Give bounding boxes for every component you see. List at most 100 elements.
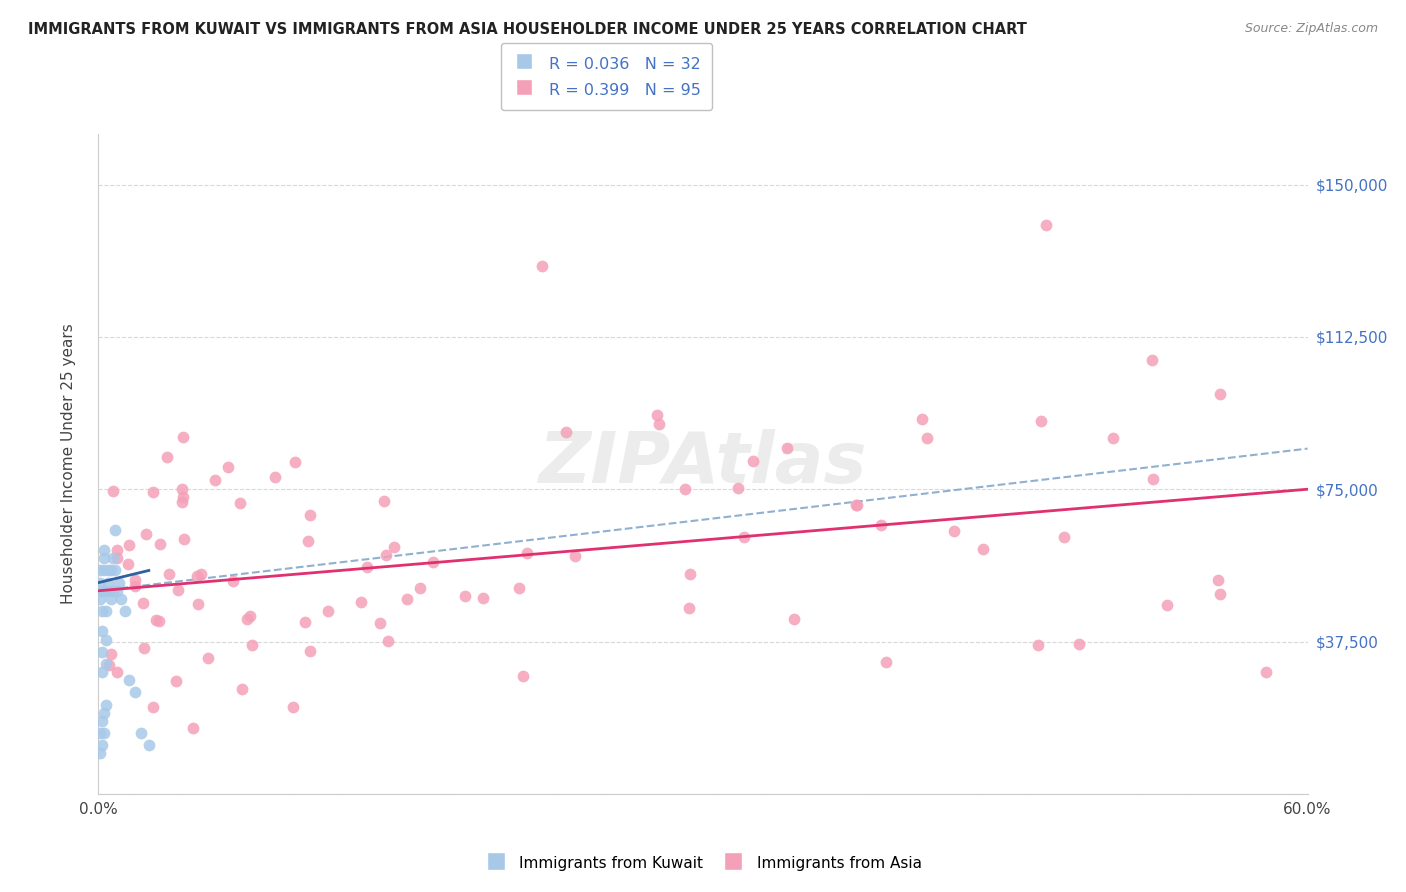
Point bbox=[1156, 599, 1178, 613]
Point bbox=[1206, 573, 1229, 587]
Point bbox=[124, 685, 146, 699]
Point bbox=[124, 579, 146, 593]
Point bbox=[299, 644, 322, 658]
Point bbox=[187, 597, 209, 611]
Point bbox=[117, 557, 139, 571]
Text: IMMIGRANTS FROM KUWAIT VS IMMIGRANTS FROM ASIA HOUSEHOLDER INCOME UNDER 25 YEARS: IMMIGRANTS FROM KUWAIT VS IMMIGRANTS FRO… bbox=[28, 22, 1026, 37]
Point bbox=[132, 596, 155, 610]
Point bbox=[733, 530, 755, 544]
Point bbox=[231, 681, 253, 696]
Point bbox=[235, 612, 257, 626]
Point bbox=[1209, 587, 1232, 601]
Point bbox=[943, 524, 966, 538]
Point bbox=[1067, 637, 1090, 651]
Point bbox=[349, 595, 371, 609]
Point bbox=[98, 657, 121, 672]
Point bbox=[107, 575, 129, 590]
Point bbox=[96, 698, 118, 712]
Point bbox=[148, 614, 170, 628]
Point bbox=[134, 641, 156, 656]
Point bbox=[239, 609, 262, 624]
Point bbox=[845, 498, 868, 512]
Point bbox=[242, 638, 264, 652]
Point bbox=[117, 537, 139, 551]
Point bbox=[217, 459, 239, 474]
Point bbox=[297, 534, 319, 549]
Point bbox=[93, 551, 115, 566]
Point bbox=[97, 583, 120, 598]
Point bbox=[1256, 665, 1278, 679]
Point bbox=[783, 612, 806, 626]
Point bbox=[105, 551, 128, 566]
Point bbox=[135, 526, 157, 541]
Point bbox=[173, 532, 195, 546]
Point bbox=[197, 651, 219, 665]
Point bbox=[156, 450, 179, 465]
Point bbox=[129, 726, 152, 740]
Point bbox=[298, 508, 321, 522]
Point bbox=[396, 592, 419, 607]
Point bbox=[142, 485, 165, 500]
Point bbox=[93, 583, 115, 598]
Point bbox=[89, 583, 111, 598]
Point bbox=[91, 738, 114, 752]
Point bbox=[645, 408, 668, 422]
Point bbox=[149, 537, 172, 551]
Point bbox=[97, 564, 120, 578]
Point bbox=[284, 455, 307, 469]
Point bbox=[103, 523, 125, 537]
Point bbox=[138, 738, 160, 752]
Point bbox=[1140, 353, 1163, 368]
Point bbox=[91, 665, 114, 679]
Point bbox=[89, 726, 111, 740]
Point bbox=[124, 573, 146, 587]
Point bbox=[93, 564, 115, 578]
Point bbox=[472, 591, 495, 606]
Point bbox=[97, 575, 120, 590]
Point bbox=[870, 518, 893, 533]
Point bbox=[281, 700, 304, 714]
Point bbox=[382, 540, 405, 554]
Point bbox=[181, 721, 204, 735]
Legend: R = 0.036   N = 32, R = 0.399   N = 95: R = 0.036 N = 32, R = 0.399 N = 95 bbox=[501, 43, 711, 111]
Point bbox=[172, 482, 194, 496]
Point bbox=[96, 632, 118, 647]
Point bbox=[100, 647, 122, 661]
Point bbox=[555, 425, 578, 439]
Point bbox=[105, 543, 128, 558]
Point bbox=[915, 431, 938, 445]
Point bbox=[186, 569, 208, 583]
Point bbox=[118, 673, 141, 687]
Point bbox=[648, 417, 671, 431]
Point bbox=[1026, 638, 1049, 652]
Point bbox=[100, 591, 122, 606]
Point bbox=[101, 583, 124, 598]
Point bbox=[159, 566, 181, 581]
Text: Source: ZipAtlas.com: Source: ZipAtlas.com bbox=[1244, 22, 1378, 36]
Point bbox=[167, 582, 190, 597]
Point bbox=[105, 583, 128, 598]
Point bbox=[165, 673, 187, 688]
Point bbox=[742, 454, 765, 468]
Point bbox=[93, 706, 115, 720]
Point bbox=[100, 564, 122, 578]
Point bbox=[845, 498, 868, 512]
Point bbox=[91, 645, 114, 659]
Point bbox=[776, 441, 799, 455]
Point bbox=[93, 726, 115, 740]
Point bbox=[1102, 431, 1125, 445]
Point bbox=[89, 746, 111, 760]
Point bbox=[204, 473, 226, 487]
Point bbox=[145, 614, 167, 628]
Point bbox=[1053, 530, 1076, 544]
Point bbox=[1209, 386, 1232, 401]
Point bbox=[89, 564, 111, 578]
Point bbox=[972, 542, 994, 557]
Point bbox=[530, 259, 553, 273]
Point bbox=[409, 581, 432, 595]
Point bbox=[96, 604, 118, 618]
Point bbox=[1029, 414, 1052, 428]
Point bbox=[222, 574, 245, 588]
Point bbox=[373, 493, 395, 508]
Point bbox=[91, 714, 114, 728]
